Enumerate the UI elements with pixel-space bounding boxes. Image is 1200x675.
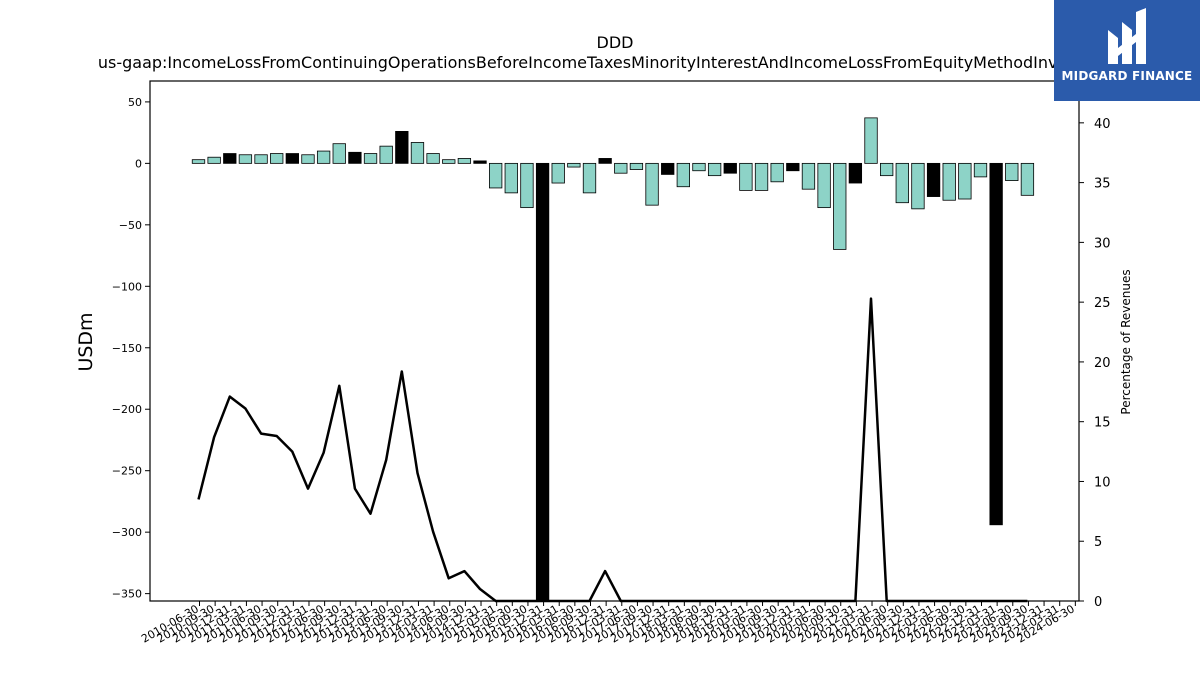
y2-tick-label: 5 [1094, 535, 1102, 550]
bar [989, 162, 1003, 526]
bar [661, 162, 675, 175]
bar [645, 162, 659, 206]
y-tick-label: −200 [112, 403, 142, 416]
bar [676, 162, 690, 188]
y-tick-label: 0 [135, 157, 142, 170]
bar [754, 162, 769, 191]
y2-tick-label: 40 [1094, 117, 1111, 132]
bar [848, 162, 863, 184]
y2-tick-label: 25 [1094, 296, 1111, 311]
bar [316, 150, 331, 164]
logo-mark-icon [1108, 8, 1146, 64]
bar [880, 162, 894, 177]
percentage-line [197, 297, 1028, 603]
bar [567, 162, 581, 168]
y-tick-label: −250 [112, 465, 142, 478]
bar [363, 153, 378, 164]
y-tick-label: −100 [112, 280, 142, 293]
bar [614, 162, 628, 174]
bar [207, 156, 221, 164]
bar [520, 162, 534, 209]
y2-tick-label: 35 [1094, 177, 1111, 192]
bar [958, 162, 972, 200]
bar [332, 143, 346, 164]
bar [770, 162, 784, 183]
y-tick-label: −300 [112, 526, 142, 539]
bar [379, 145, 393, 164]
bar [692, 162, 706, 172]
bar [410, 142, 425, 164]
y-tick-label: −350 [112, 588, 142, 601]
logo-text: MIDGARD FINANCE [1061, 69, 1193, 83]
bar [301, 154, 315, 164]
bar [1005, 162, 1019, 181]
y2-tick-label: 15 [1094, 416, 1111, 431]
bars-layer [191, 117, 1035, 602]
bar [504, 162, 518, 194]
bar [629, 162, 644, 170]
bar [285, 153, 299, 164]
axes-layer: 50 0 −50 −100 −150 −200 −250 −300 −350 0 5 10 15 20 25… [112, 80, 1111, 646]
y2-tick-label: 20 [1094, 356, 1111, 371]
bar [926, 162, 941, 197]
bar [895, 162, 909, 204]
y-tick-label: −150 [112, 342, 142, 355]
line-layer [197, 297, 1028, 603]
plot-frame [149, 80, 1080, 602]
bar [270, 153, 284, 164]
bar [973, 162, 988, 178]
bar [238, 154, 253, 164]
bar [442, 159, 456, 164]
chart-subtitle: us-gaap:IncomeLossFromContinuingOperatio… [98, 53, 1132, 72]
bar [1020, 162, 1035, 196]
bar [473, 160, 487, 164]
bar [535, 162, 550, 602]
y-axis-label: USDm [75, 312, 97, 371]
bar [489, 162, 503, 189]
bar [223, 153, 237, 164]
y-tick-label: −50 [119, 219, 142, 232]
bar [426, 153, 440, 164]
y2-axis-label: Percentage of Revenues [1119, 269, 1133, 414]
y2-tick-label: 30 [1094, 236, 1111, 251]
bar [598, 158, 612, 164]
bar [864, 117, 878, 164]
bar [817, 162, 831, 209]
bar [786, 162, 800, 172]
bar [551, 162, 565, 184]
y2-tick-label: 0 [1094, 595, 1102, 610]
bar [723, 162, 737, 174]
chart-title: DDD [597, 33, 634, 52]
bar [942, 162, 956, 201]
y2-tick-label: 10 [1094, 475, 1111, 490]
bar [457, 158, 472, 164]
y-tick-label: 50 [128, 96, 142, 109]
bar [395, 131, 409, 164]
bar [707, 162, 722, 177]
bar [254, 154, 268, 164]
bar [801, 162, 816, 190]
midgard-finance-logo: MIDGARD FINANCE [1054, 0, 1200, 101]
bar [191, 159, 206, 164]
bar [348, 151, 362, 164]
bar [582, 162, 597, 194]
bar [833, 162, 847, 250]
bar [911, 162, 925, 210]
bar [739, 162, 753, 191]
